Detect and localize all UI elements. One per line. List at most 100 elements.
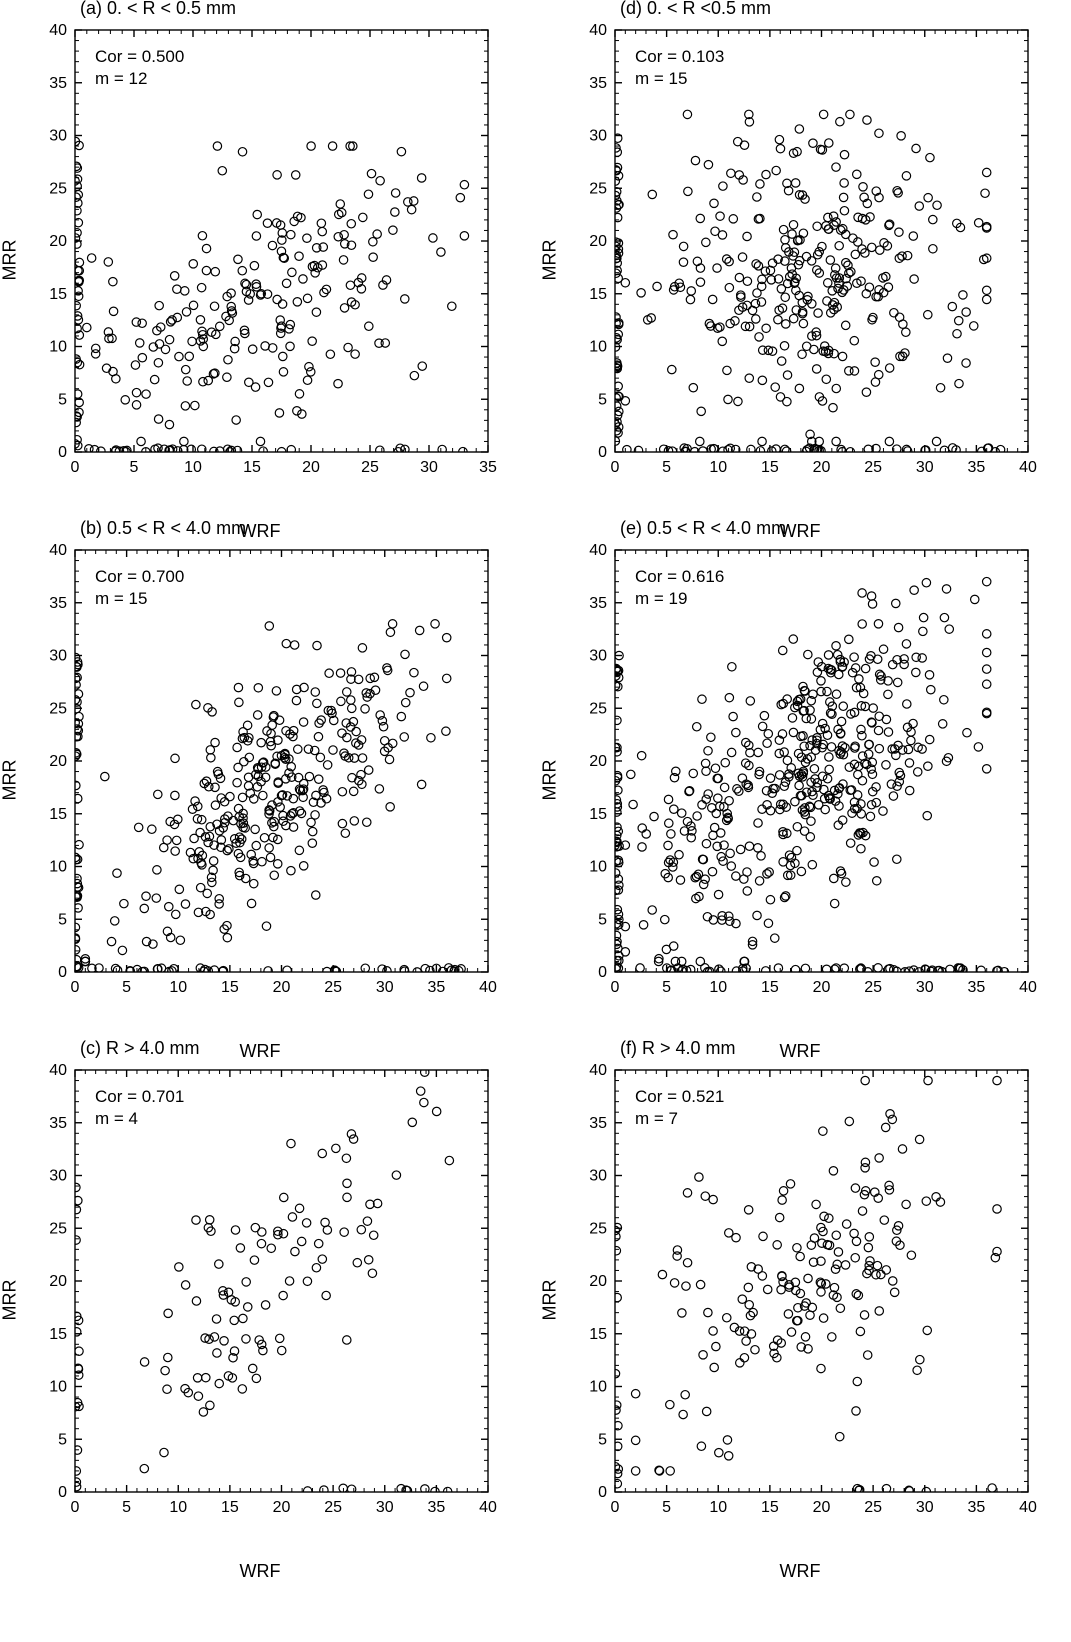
annotation-cor: Cor = 0.701 — [95, 1086, 184, 1109]
svg-text:35: 35 — [427, 1499, 445, 1516]
svg-text:35: 35 — [479, 459, 497, 476]
svg-text:35: 35 — [49, 75, 67, 92]
svg-text:30: 30 — [916, 1499, 934, 1516]
svg-text:40: 40 — [1019, 459, 1037, 476]
svg-text:15: 15 — [761, 1499, 779, 1516]
x-axis-label: WRF — [240, 1041, 281, 1062]
svg-text:25: 25 — [49, 1220, 67, 1237]
svg-text:10: 10 — [169, 979, 187, 996]
svg-text:20: 20 — [589, 753, 607, 770]
svg-text:40: 40 — [479, 979, 497, 996]
svg-text:40: 40 — [49, 542, 67, 559]
svg-text:10: 10 — [709, 1499, 727, 1516]
svg-text:30: 30 — [376, 979, 394, 996]
y-axis-label: MRR — [0, 1280, 21, 1321]
svg-text:15: 15 — [243, 459, 261, 476]
svg-text:25: 25 — [324, 1499, 342, 1516]
svg-text:10: 10 — [169, 1499, 187, 1516]
svg-text:25: 25 — [324, 979, 342, 996]
annotation-m: m = 7 — [635, 1108, 678, 1131]
svg-text:0: 0 — [71, 979, 80, 996]
svg-text:30: 30 — [589, 648, 607, 665]
svg-text:20: 20 — [589, 1273, 607, 1290]
svg-text:0: 0 — [611, 1499, 620, 1516]
panel-title: (d) 0. < R <0.5 mm — [620, 0, 771, 19]
svg-text:10: 10 — [589, 339, 607, 356]
annotation-cor: Cor = 0.700 — [95, 566, 184, 589]
y-axis-label: MRR — [540, 240, 561, 281]
svg-text:20: 20 — [813, 979, 831, 996]
svg-text:35: 35 — [589, 1115, 607, 1132]
annotation-cor: Cor = 0.500 — [95, 46, 184, 69]
svg-text:40: 40 — [479, 1499, 497, 1516]
x-axis-label: WRF — [780, 1561, 821, 1582]
annotation-m: m = 15 — [95, 588, 147, 611]
panel-title: (a) 0. < R < 0.5 mm — [80, 0, 236, 19]
svg-text:40: 40 — [1019, 979, 1037, 996]
svg-text:0: 0 — [58, 964, 67, 981]
svg-text:40: 40 — [589, 22, 607, 39]
svg-text:10: 10 — [49, 859, 67, 876]
svg-text:20: 20 — [589, 233, 607, 250]
plot-area: 05101520253035400510152025303540 MRR WRF… — [20, 1060, 500, 1540]
svg-text:5: 5 — [598, 911, 607, 928]
panel-e: (e) 0.5 < R < 4.0 mm 0510152025303540051… — [560, 540, 1050, 1020]
svg-text:10: 10 — [589, 859, 607, 876]
svg-text:30: 30 — [916, 459, 934, 476]
x-axis-label: WRF — [780, 1041, 821, 1062]
svg-text:20: 20 — [813, 459, 831, 476]
y-axis-label: MRR — [0, 240, 21, 281]
panel-title: (c) R > 4.0 mm — [80, 1038, 200, 1059]
svg-text:15: 15 — [49, 1326, 67, 1343]
svg-text:30: 30 — [916, 979, 934, 996]
svg-text:5: 5 — [662, 1499, 671, 1516]
plot-area: 05101520253035400510152025303540 MRR WRF… — [560, 20, 1040, 500]
panel-title: (e) 0.5 < R < 4.0 mm — [620, 518, 786, 539]
svg-text:5: 5 — [58, 1431, 67, 1448]
svg-text:5: 5 — [122, 1499, 131, 1516]
annotation-cor: Cor = 0.103 — [635, 46, 724, 69]
svg-text:5: 5 — [598, 1431, 607, 1448]
svg-text:5: 5 — [58, 911, 67, 928]
svg-text:25: 25 — [589, 1220, 607, 1237]
svg-text:5: 5 — [130, 459, 139, 476]
svg-text:15: 15 — [589, 286, 607, 303]
svg-text:35: 35 — [967, 1499, 985, 1516]
svg-text:15: 15 — [761, 979, 779, 996]
svg-text:0: 0 — [598, 964, 607, 981]
plot-area: 05101520253035400510152025303540 MRR WRF… — [20, 540, 500, 1020]
panel-c: (c) R > 4.0 mm 0510152025303540051015202… — [20, 1060, 510, 1540]
figure-grid: (a) 0. < R < 0.5 mm 05101520253035051015… — [20, 20, 1050, 1540]
svg-text:35: 35 — [427, 979, 445, 996]
svg-text:20: 20 — [813, 1499, 831, 1516]
svg-text:40: 40 — [49, 1062, 67, 1079]
svg-text:25: 25 — [589, 700, 607, 717]
svg-text:35: 35 — [589, 595, 607, 612]
svg-text:20: 20 — [49, 753, 67, 770]
svg-text:5: 5 — [122, 979, 131, 996]
plot-area: 051015202530350510152025303540 MRR WRF C… — [20, 20, 500, 500]
svg-text:20: 20 — [49, 233, 67, 250]
svg-text:20: 20 — [273, 1499, 291, 1516]
svg-text:30: 30 — [589, 1168, 607, 1185]
svg-text:10: 10 — [49, 339, 67, 356]
svg-text:0: 0 — [611, 459, 620, 476]
svg-text:35: 35 — [967, 979, 985, 996]
svg-text:35: 35 — [967, 459, 985, 476]
svg-text:0: 0 — [598, 444, 607, 461]
svg-text:0: 0 — [71, 459, 80, 476]
svg-text:20: 20 — [49, 1273, 67, 1290]
svg-text:35: 35 — [589, 75, 607, 92]
svg-text:35: 35 — [49, 595, 67, 612]
svg-text:40: 40 — [589, 1062, 607, 1079]
svg-text:20: 20 — [302, 459, 320, 476]
panel-b: (b) 0.5 < R < 4.0 mm 0510152025303540051… — [20, 540, 510, 1020]
svg-text:10: 10 — [589, 1379, 607, 1396]
annotation-m: m = 19 — [635, 588, 687, 611]
svg-text:30: 30 — [49, 648, 67, 665]
svg-text:0: 0 — [58, 1484, 67, 1501]
svg-text:25: 25 — [49, 700, 67, 717]
svg-text:40: 40 — [589, 542, 607, 559]
y-axis-label: MRR — [0, 760, 21, 801]
annotation-cor: Cor = 0.616 — [635, 566, 724, 589]
